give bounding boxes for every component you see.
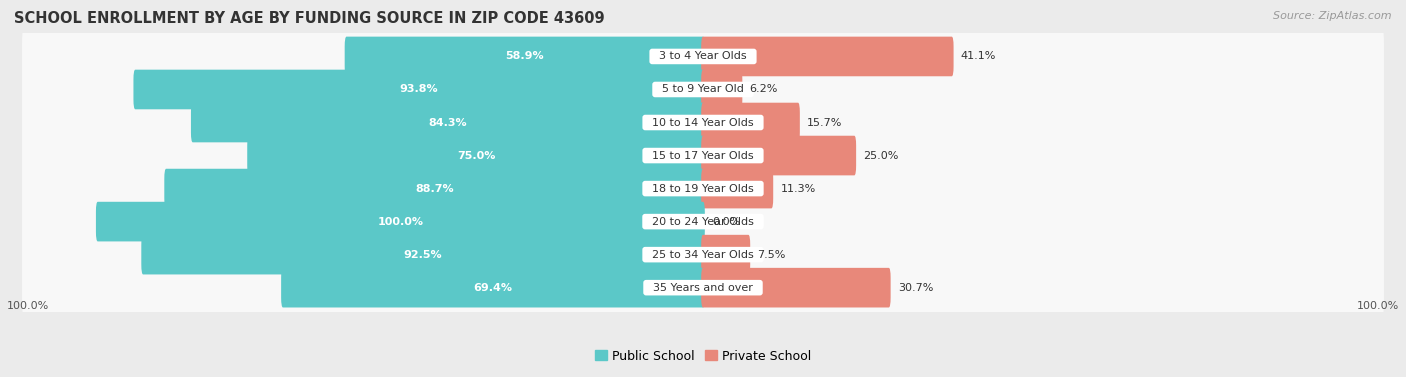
FancyBboxPatch shape xyxy=(22,158,1384,219)
Text: 92.5%: 92.5% xyxy=(404,250,443,260)
Text: 100.0%: 100.0% xyxy=(377,217,423,227)
FancyBboxPatch shape xyxy=(702,235,751,274)
FancyBboxPatch shape xyxy=(702,136,856,175)
Text: 41.1%: 41.1% xyxy=(960,51,997,61)
FancyBboxPatch shape xyxy=(22,59,1384,120)
Text: 20 to 24 Year Olds: 20 to 24 Year Olds xyxy=(645,217,761,227)
Text: 18 to 19 Year Olds: 18 to 19 Year Olds xyxy=(645,184,761,193)
Text: Source: ZipAtlas.com: Source: ZipAtlas.com xyxy=(1274,11,1392,21)
Text: 88.7%: 88.7% xyxy=(415,184,454,193)
FancyBboxPatch shape xyxy=(191,103,704,143)
Text: 15.7%: 15.7% xyxy=(807,118,842,127)
Text: 0.0%: 0.0% xyxy=(711,217,741,227)
FancyBboxPatch shape xyxy=(134,70,704,109)
FancyBboxPatch shape xyxy=(281,268,704,308)
FancyBboxPatch shape xyxy=(702,103,800,143)
FancyBboxPatch shape xyxy=(22,26,1384,87)
FancyBboxPatch shape xyxy=(142,235,704,274)
FancyBboxPatch shape xyxy=(22,224,1384,285)
Text: 10 to 14 Year Olds: 10 to 14 Year Olds xyxy=(645,118,761,127)
Text: 3 to 4 Year Olds: 3 to 4 Year Olds xyxy=(652,51,754,61)
Text: 5 to 9 Year Old: 5 to 9 Year Old xyxy=(655,84,751,95)
Text: 7.5%: 7.5% xyxy=(758,250,786,260)
Text: 58.9%: 58.9% xyxy=(505,51,544,61)
Text: 84.3%: 84.3% xyxy=(429,118,467,127)
Text: 35 Years and over: 35 Years and over xyxy=(647,283,759,293)
FancyBboxPatch shape xyxy=(22,191,1384,252)
Text: 30.7%: 30.7% xyxy=(898,283,934,293)
Text: 25.0%: 25.0% xyxy=(863,150,898,161)
FancyBboxPatch shape xyxy=(702,70,742,109)
FancyBboxPatch shape xyxy=(96,202,704,241)
Text: 69.4%: 69.4% xyxy=(474,283,512,293)
Text: 93.8%: 93.8% xyxy=(399,84,439,95)
FancyBboxPatch shape xyxy=(247,136,704,175)
FancyBboxPatch shape xyxy=(702,169,773,208)
FancyBboxPatch shape xyxy=(22,257,1384,318)
Text: 15 to 17 Year Olds: 15 to 17 Year Olds xyxy=(645,150,761,161)
Text: 25 to 34 Year Olds: 25 to 34 Year Olds xyxy=(645,250,761,260)
Legend: Public School, Private School: Public School, Private School xyxy=(589,345,817,368)
Text: 100.0%: 100.0% xyxy=(7,302,49,311)
FancyBboxPatch shape xyxy=(22,92,1384,153)
Text: 100.0%: 100.0% xyxy=(1357,302,1399,311)
FancyBboxPatch shape xyxy=(702,37,953,76)
FancyBboxPatch shape xyxy=(165,169,704,208)
Text: 11.3%: 11.3% xyxy=(780,184,815,193)
FancyBboxPatch shape xyxy=(22,125,1384,186)
Text: SCHOOL ENROLLMENT BY AGE BY FUNDING SOURCE IN ZIP CODE 43609: SCHOOL ENROLLMENT BY AGE BY FUNDING SOUR… xyxy=(14,11,605,26)
FancyBboxPatch shape xyxy=(344,37,704,76)
Text: 6.2%: 6.2% xyxy=(749,84,778,95)
Text: 75.0%: 75.0% xyxy=(457,150,495,161)
FancyBboxPatch shape xyxy=(702,268,890,308)
